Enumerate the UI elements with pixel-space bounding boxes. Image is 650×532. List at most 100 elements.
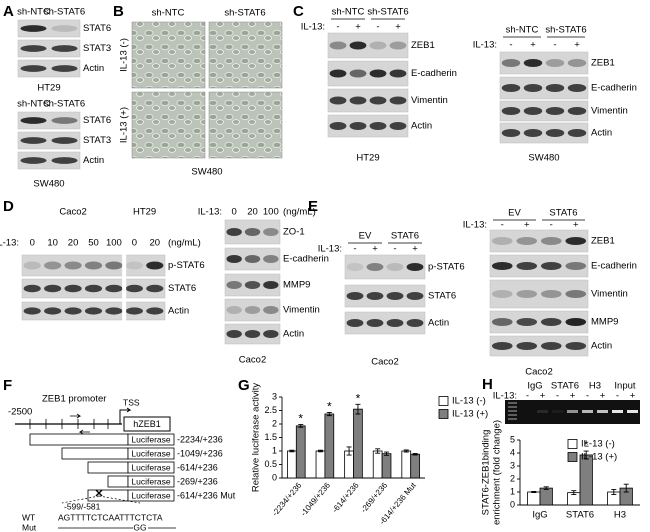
column-label: STAT6 bbox=[549, 208, 577, 219]
luciferase-box bbox=[127, 489, 175, 502]
column-label: Input bbox=[614, 381, 635, 392]
column-label: sh-STAT6 bbox=[44, 7, 85, 18]
caption: Caco2 bbox=[239, 355, 266, 366]
band bbox=[540, 290, 562, 298]
band bbox=[329, 96, 347, 105]
band bbox=[244, 281, 261, 289]
wt-sequence: AGTTTTCTCAATTTCTCTA bbox=[58, 512, 163, 522]
band bbox=[51, 65, 78, 72]
band bbox=[369, 69, 387, 78]
row-label: ZEB1 bbox=[591, 58, 615, 69]
band bbox=[545, 59, 565, 67]
band bbox=[389, 69, 407, 78]
mut-gap bbox=[133, 523, 147, 532]
gene-box bbox=[123, 416, 171, 432]
x-tick-label: IgG bbox=[532, 510, 547, 521]
column-label: sh-STAT6 bbox=[367, 7, 408, 18]
band bbox=[263, 281, 279, 289]
treatment-value: - bbox=[550, 220, 553, 231]
band bbox=[125, 284, 143, 293]
row-label: ZEB1 bbox=[591, 236, 615, 247]
band bbox=[565, 237, 587, 245]
reporter-label: Luciferase bbox=[131, 462, 170, 472]
band bbox=[540, 318, 562, 326]
micrograph bbox=[208, 21, 283, 89]
treatment-value: 20 bbox=[247, 207, 258, 218]
band bbox=[244, 228, 261, 236]
bar bbox=[527, 491, 541, 506]
luciferase-box bbox=[127, 447, 175, 460]
significance: * bbox=[356, 391, 361, 405]
row-label: Vimentin bbox=[591, 106, 628, 117]
row-label: E-cadherin bbox=[591, 83, 637, 94]
band bbox=[244, 255, 261, 263]
band bbox=[263, 330, 279, 338]
column-label: IgG bbox=[527, 381, 542, 392]
column-label: sh-STAT6 bbox=[44, 99, 85, 110]
band bbox=[84, 307, 103, 315]
band bbox=[64, 284, 82, 293]
band bbox=[491, 262, 513, 270]
band bbox=[105, 307, 123, 315]
treatment-value: + bbox=[540, 391, 546, 402]
treatment-label: IL-13: bbox=[0, 238, 19, 249]
band bbox=[349, 69, 367, 78]
blot-strip bbox=[344, 284, 426, 308]
panel-label: D bbox=[3, 198, 14, 215]
band bbox=[406, 263, 424, 271]
error-bar bbox=[346, 446, 352, 456]
row-label: IL-13 (-) bbox=[119, 38, 130, 72]
blot-strip bbox=[17, 59, 81, 78]
band bbox=[516, 342, 538, 350]
row-label: Vimentin bbox=[591, 289, 628, 300]
mut-label: Mut bbox=[22, 522, 37, 532]
bar bbox=[353, 408, 363, 479]
row-label: ZO-1 bbox=[283, 227, 305, 238]
panel-label: B bbox=[113, 3, 124, 20]
treatment-value: + bbox=[573, 220, 579, 231]
treatment-value: 10 bbox=[47, 238, 58, 249]
significance: * bbox=[327, 400, 332, 414]
y-tick-label: 0 bbox=[510, 499, 515, 509]
band bbox=[369, 96, 387, 105]
y-tick-label: 2 bbox=[510, 473, 515, 483]
band bbox=[20, 65, 47, 72]
construct bbox=[61, 447, 129, 460]
error-bar bbox=[571, 490, 577, 496]
row-label: STAT6 bbox=[168, 283, 196, 294]
band bbox=[516, 237, 538, 245]
band bbox=[125, 261, 143, 270]
band bbox=[84, 261, 103, 270]
row-label: ZEB1 bbox=[411, 40, 435, 51]
row-label: Actin bbox=[411, 121, 432, 132]
legend-label: IL-13 (-) bbox=[452, 396, 486, 407]
band bbox=[366, 263, 384, 271]
column-label: Caco2 bbox=[59, 207, 86, 218]
treatment-value: 100 bbox=[106, 238, 122, 249]
row-label: STAT6 bbox=[83, 23, 111, 34]
gel-band bbox=[552, 410, 563, 413]
legend-swatch bbox=[438, 409, 449, 419]
band bbox=[105, 261, 123, 270]
error-bar bbox=[583, 450, 589, 460]
blot-strip bbox=[17, 39, 81, 58]
column-label: sh-STAT6 bbox=[224, 8, 265, 19]
error-bar bbox=[326, 411, 332, 417]
treatment-value: 0 bbox=[30, 238, 35, 249]
band bbox=[389, 96, 407, 105]
band bbox=[226, 255, 242, 263]
blot-strip bbox=[489, 229, 589, 253]
panel-label: F bbox=[3, 377, 12, 394]
treatment-value: - bbox=[336, 22, 339, 33]
row-label: STAT3 bbox=[83, 43, 111, 54]
row-label: Actin bbox=[83, 63, 104, 74]
treatment-value: + bbox=[530, 40, 536, 51]
treatment-value: 0 bbox=[232, 207, 237, 218]
bar bbox=[295, 425, 306, 479]
mut-sequence: GG bbox=[133, 522, 146, 532]
row-label: Vimentin bbox=[411, 95, 448, 106]
caption: Caco2 bbox=[371, 357, 398, 368]
bar bbox=[372, 450, 383, 479]
treatment-label: IL-13: bbox=[493, 391, 517, 402]
